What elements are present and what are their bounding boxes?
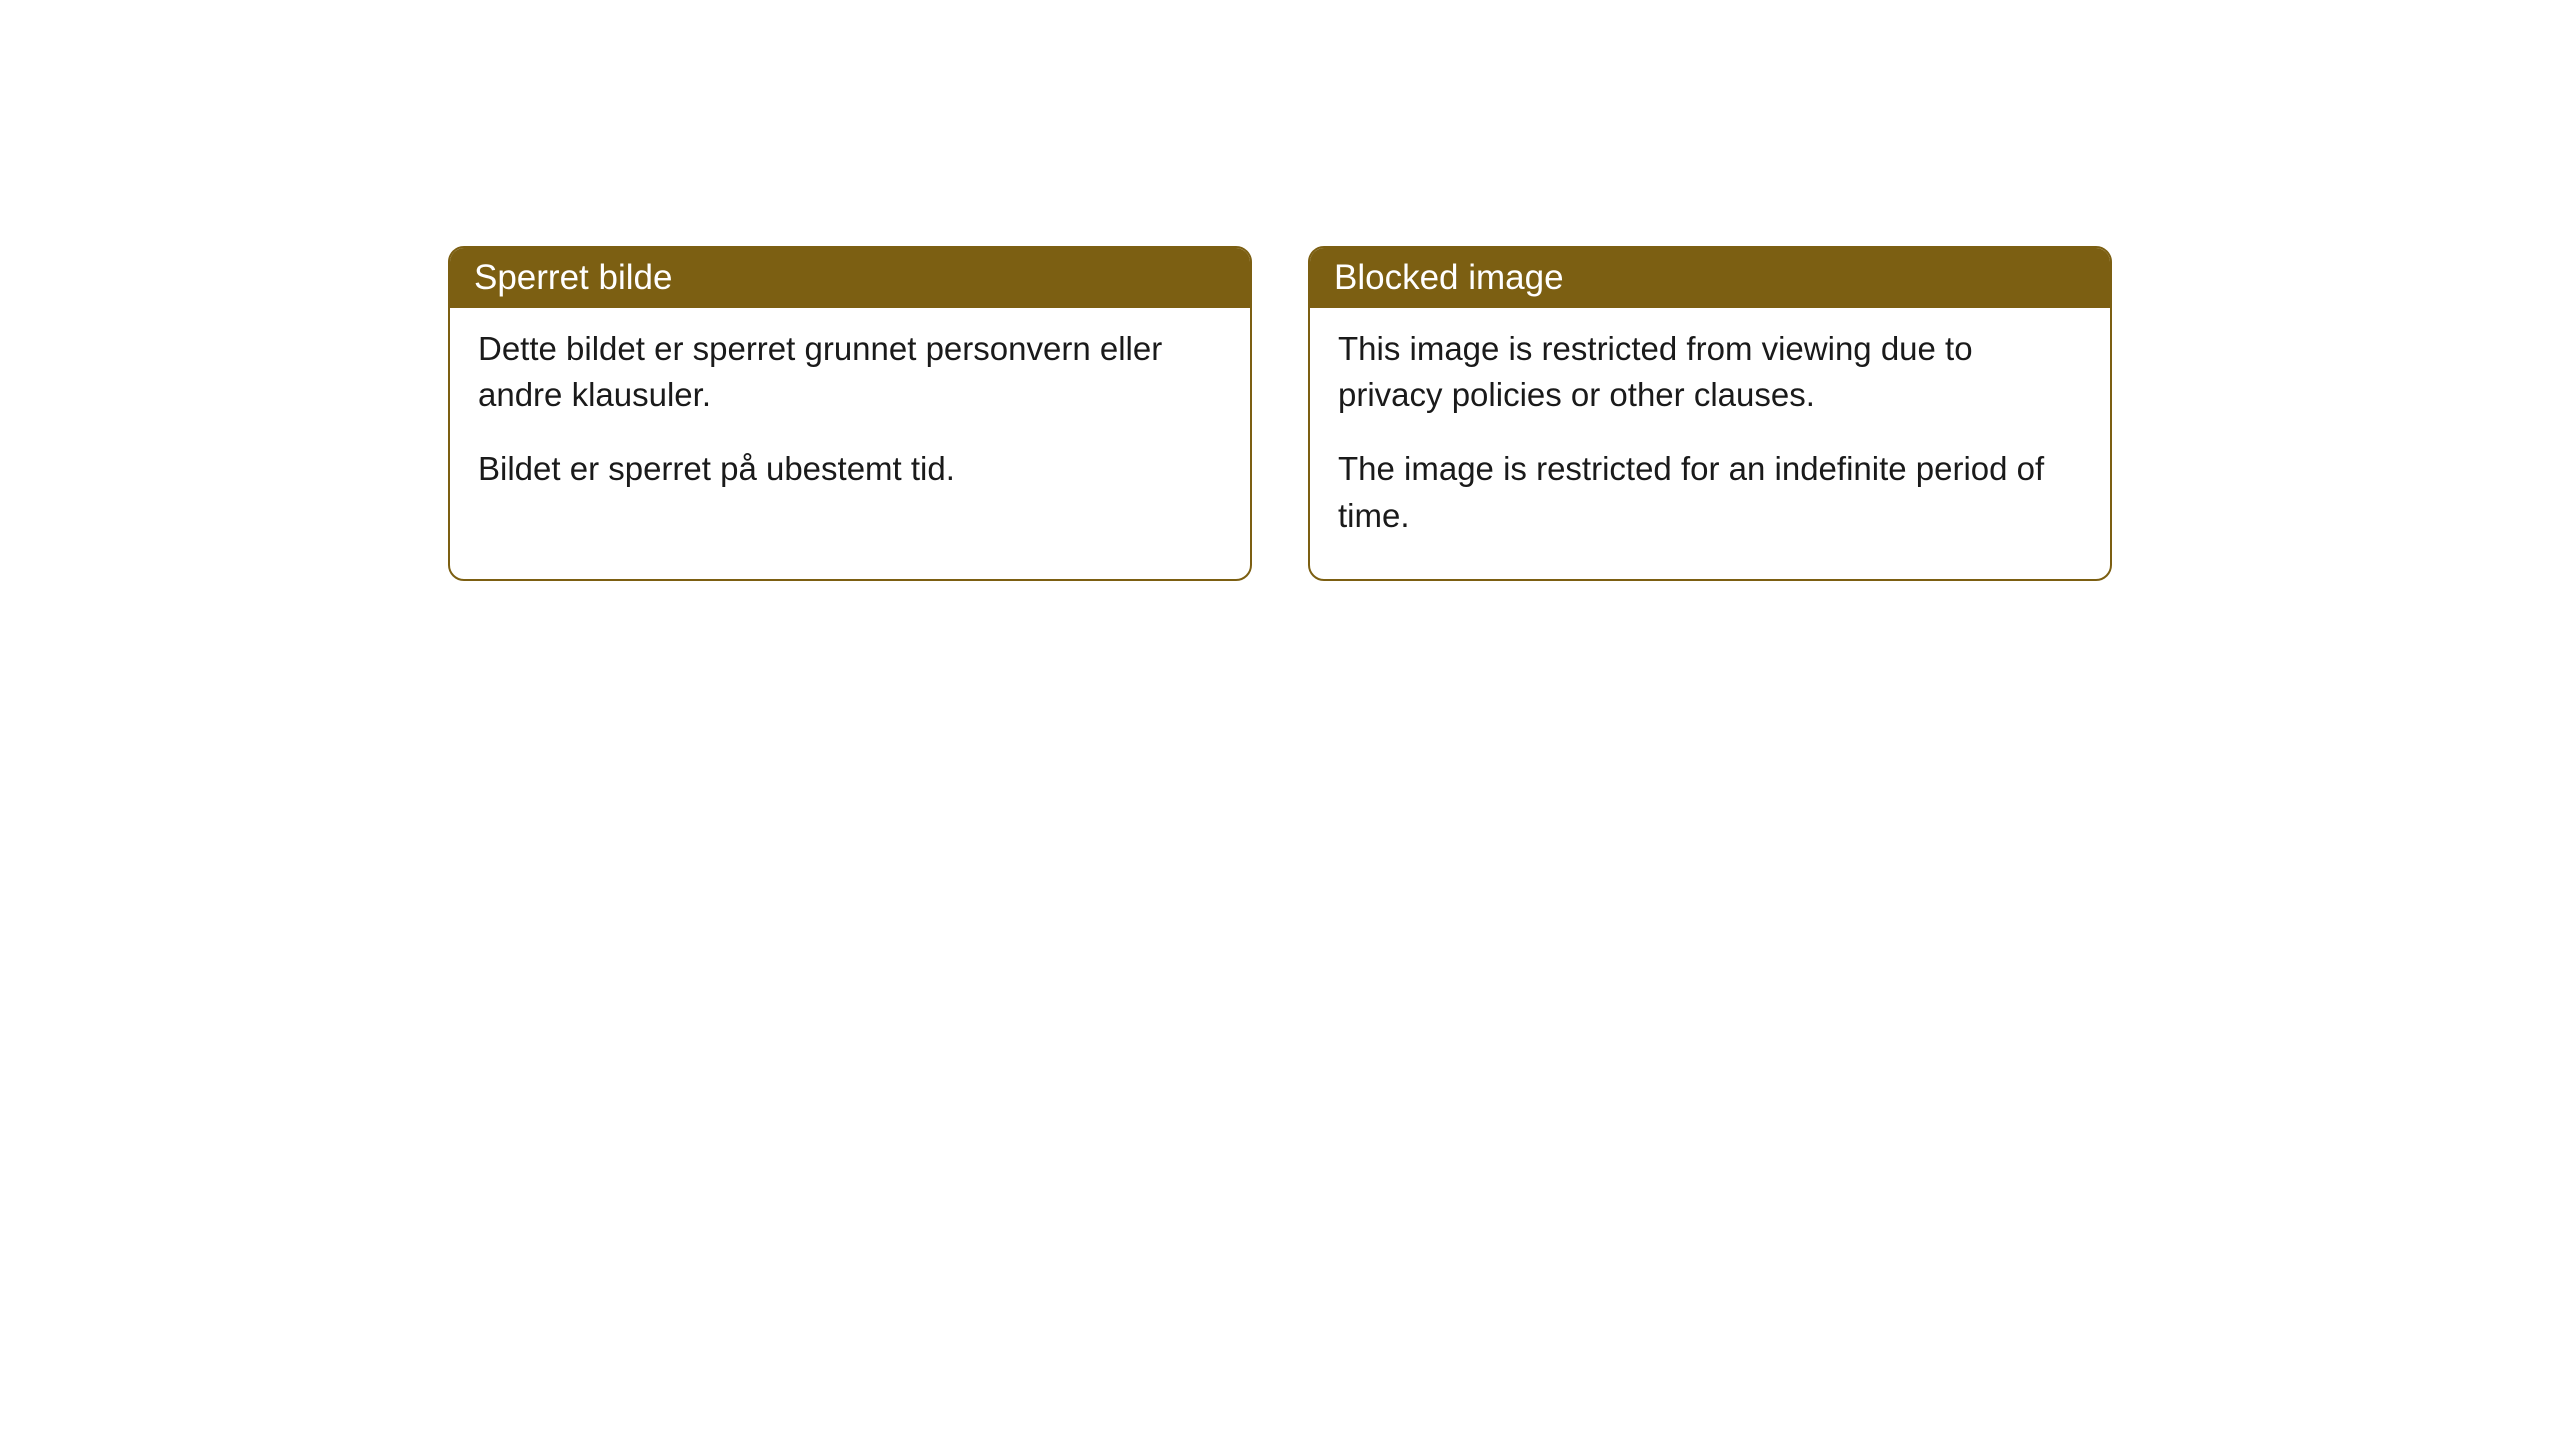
paragraph-2-norwegian: Bildet er sperret på ubestemt tid.	[478, 446, 1222, 492]
card-header-english: Blocked image	[1310, 248, 2110, 308]
paragraph-1-english: This image is restricted from viewing du…	[1338, 326, 2082, 418]
paragraph-2-english: The image is restricted for an indefinit…	[1338, 446, 2082, 538]
cards-container: Sperret bilde Dette bildet er sperret gr…	[0, 0, 2560, 581]
card-norwegian: Sperret bilde Dette bildet er sperret gr…	[448, 246, 1252, 581]
card-header-norwegian: Sperret bilde	[450, 248, 1250, 308]
paragraph-1-norwegian: Dette bildet er sperret grunnet personve…	[478, 326, 1222, 418]
card-english: Blocked image This image is restricted f…	[1308, 246, 2112, 581]
card-body-norwegian: Dette bildet er sperret grunnet personve…	[450, 308, 1250, 533]
card-body-english: This image is restricted from viewing du…	[1310, 308, 2110, 579]
